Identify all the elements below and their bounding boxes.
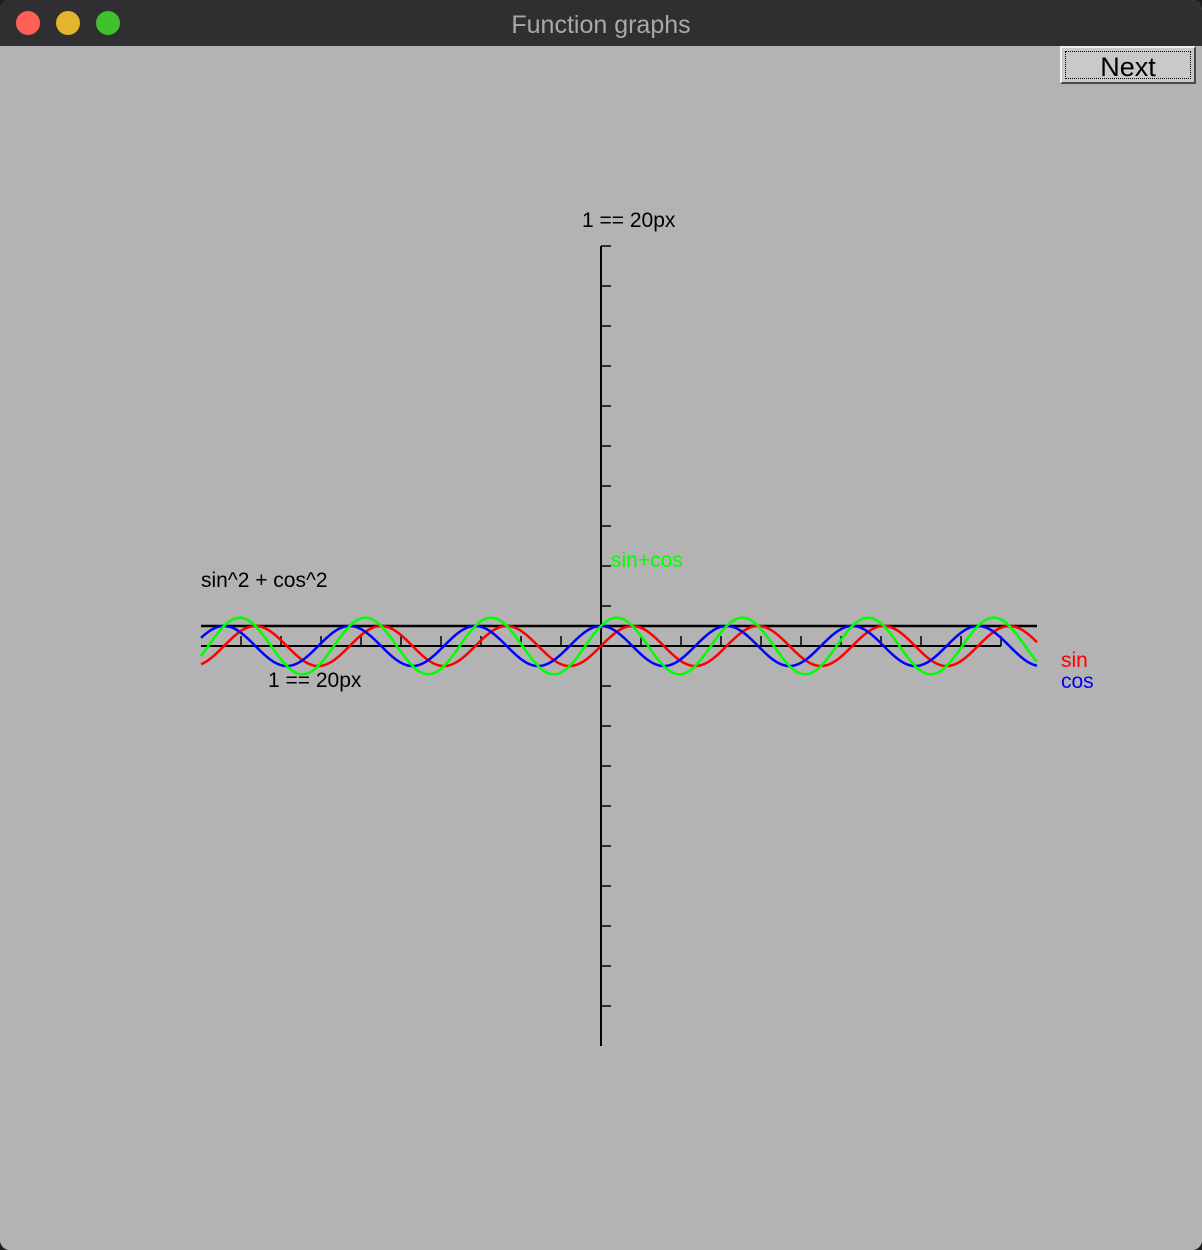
sin-squared-plus-cos-squared-series-label: sin^2 + cos^2 (201, 569, 328, 592)
window-title: Function graphs (511, 11, 691, 39)
title-bar[interactable]: Function graphs (0, 0, 1202, 47)
y-axis-label: 1 == 20px (582, 209, 676, 232)
maximize-window-button[interactable] (96, 11, 120, 35)
x-axis-label: 1 == 20px (268, 669, 362, 692)
canvas-area: Next 1 == 20px 1 == 20px sin cos sin+cos sin^… (0, 46, 1202, 1250)
next-button[interactable]: Next (1060, 46, 1196, 84)
series-sin-plus-cos-line (199, 616, 1038, 676)
cos-series-label: cos (1061, 670, 1094, 693)
sin-plus-cos-series-label: sin+cos (611, 549, 683, 572)
minimize-window-button[interactable] (56, 11, 80, 35)
series-sin-line (200, 624, 1038, 668)
sin-series-label: sin (1061, 649, 1088, 672)
next-button-label: Next (1065, 51, 1191, 82)
series-cos-line (200, 624, 1038, 668)
close-window-button[interactable] (16, 11, 40, 35)
